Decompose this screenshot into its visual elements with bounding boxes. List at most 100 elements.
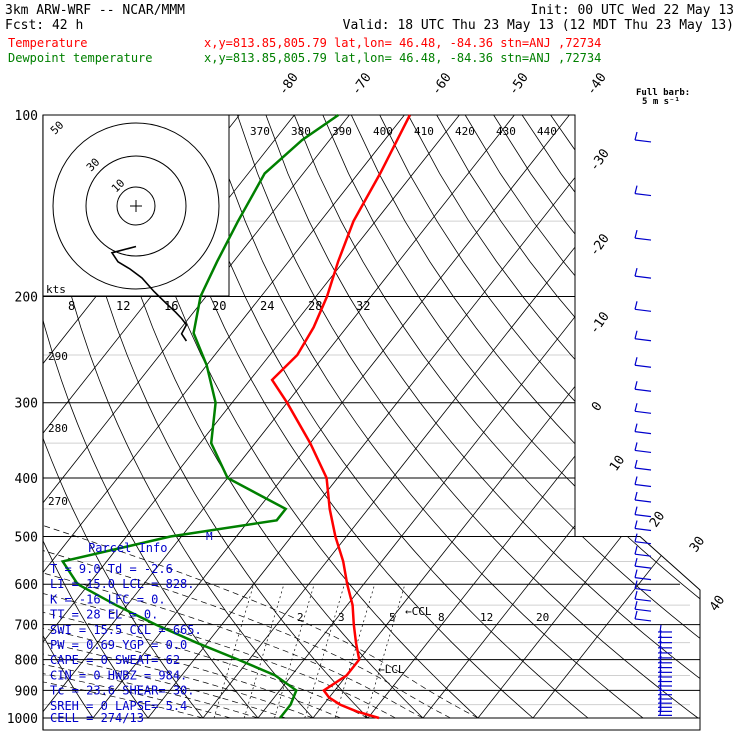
wind-barb (634, 598, 652, 602)
wind-barb (659, 624, 662, 633)
wind-barb (634, 541, 652, 545)
wind-barb (634, 403, 638, 412)
lower-label: 12 (480, 611, 493, 624)
wind-barb (634, 491, 638, 501)
dry-adiabat (350, 115, 700, 719)
isotherm-label: 40 (707, 593, 728, 614)
wind-barb (634, 467, 652, 471)
wind-barb (634, 618, 652, 622)
wind-barb (634, 442, 638, 451)
wind-barb (634, 520, 638, 529)
dry-adiabat (123, 115, 479, 719)
parcel-row: SREH = 0 LAPSE= 5.4 (50, 699, 187, 713)
wind-barb (634, 608, 652, 612)
pressure-label-100: 100 (15, 109, 38, 124)
wind-barb (634, 381, 638, 390)
barb-legend-unit: 5 m s⁻¹ (642, 97, 680, 107)
theta-label: 410 (414, 125, 434, 138)
pressure-label-300: 300 (15, 397, 38, 412)
wind-barb (659, 650, 662, 659)
temperature-profile (270, 114, 412, 720)
wind-barb (634, 423, 638, 432)
lower-label: ←CCL (405, 605, 432, 618)
pressure-label-600: 600 (15, 578, 38, 593)
wind-barb (659, 655, 662, 663)
parcel-info-box: Parcel Info T = 9.0 Td = -2.6LI = 15.0 L… (50, 541, 202, 725)
wind-barb (634, 192, 652, 197)
wind-barb (634, 610, 638, 620)
dry-adiabat (578, 115, 700, 719)
wind-barb (659, 687, 662, 695)
wind-barb (634, 410, 652, 414)
valid-time: Valid: 18 UTC Thu 23 May 13 (12 MDT Thu … (343, 18, 734, 33)
speed-label: 24 (260, 299, 274, 313)
wind-barb (634, 267, 638, 277)
isotherm-label: -30 (587, 146, 613, 174)
dry-adiabat (265, 115, 700, 719)
lower-label: 290 (48, 350, 68, 363)
isotherm (147, 115, 625, 719)
isotherm (43, 115, 350, 719)
wind-barb (634, 229, 638, 239)
dry-adiabat (521, 115, 700, 719)
theta-label: 380 (291, 125, 311, 138)
theta-label: 400 (373, 125, 393, 138)
wind-barb (634, 185, 638, 194)
wind-barb (659, 635, 662, 643)
parcel-row: Tc = 23.6 SHEAR= 30. (50, 684, 195, 698)
hodograph-ring (52, 122, 220, 290)
isotherm (43, 115, 405, 719)
dry-adiabat (379, 115, 700, 719)
dry-adiabat (43, 115, 259, 719)
isotherm-label: 10 (607, 453, 628, 474)
dry-adiabat (322, 115, 700, 719)
wind-barb (634, 275, 652, 279)
mixing-ratio-line (243, 584, 285, 719)
lower-label: 3 (338, 611, 345, 624)
pressure-label-900: 900 (15, 684, 38, 699)
isotherm (477, 115, 700, 719)
isotherm (312, 115, 700, 719)
wind-barbs (634, 131, 672, 716)
wind-barb (634, 558, 638, 567)
theta-label: 440 (537, 125, 557, 138)
pressure-axis: 100 200 300 400 500 600 700 800 900 1000 (7, 109, 38, 727)
wind-barb (659, 669, 662, 678)
temperature-legend: Temperature (8, 36, 87, 50)
dewpoint-legend: Dewpoint temperature (8, 51, 153, 65)
wind-barb (634, 527, 652, 532)
wind-barb (634, 237, 652, 241)
pressure-label-200: 200 (15, 291, 38, 306)
dewpoint-location: x,y=813.85,805.79 lat,lon= 46.48, -84.36… (204, 51, 601, 65)
mixing-ratio-line (304, 584, 345, 719)
isotherm-label: -60 (429, 70, 455, 98)
isotherm-label: -70 (349, 70, 375, 98)
mixing-ratio-line (274, 584, 315, 719)
lower-labels: 290 280 270 2 3 5 8 12 20 M ←CCL ←LCL (48, 350, 549, 676)
dry-adiabat (208, 115, 644, 719)
isotherm (92, 115, 570, 719)
wind-barb (634, 357, 638, 366)
wind-barb (634, 483, 652, 488)
sounding-profiles (60, 113, 412, 720)
dry-adiabat (407, 115, 700, 719)
wind-barb (659, 630, 662, 638)
parcel-row: CIN = 0 HWBZ = 984. (50, 668, 187, 682)
lower-label: 5 (389, 611, 396, 624)
parcel-row: TT = 28 EL = 0. (50, 608, 158, 622)
speed-label: 20 (212, 299, 226, 313)
model-title: 3km ARW-WRF -- NCAR/MMM (5, 3, 185, 18)
wind-barb (659, 674, 662, 682)
isotherm (43, 115, 460, 719)
wind-barb (634, 431, 652, 435)
wind-barb (634, 506, 638, 515)
wind-barb (634, 553, 652, 557)
moist-adiabat (43, 296, 314, 719)
wind-barb (634, 569, 638, 578)
pressure-label-500: 500 (15, 530, 38, 545)
isotherm-label: -50 (506, 70, 532, 98)
wind-barb (634, 601, 638, 610)
wind-barb (659, 660, 662, 668)
dry-adiabat (151, 115, 534, 719)
